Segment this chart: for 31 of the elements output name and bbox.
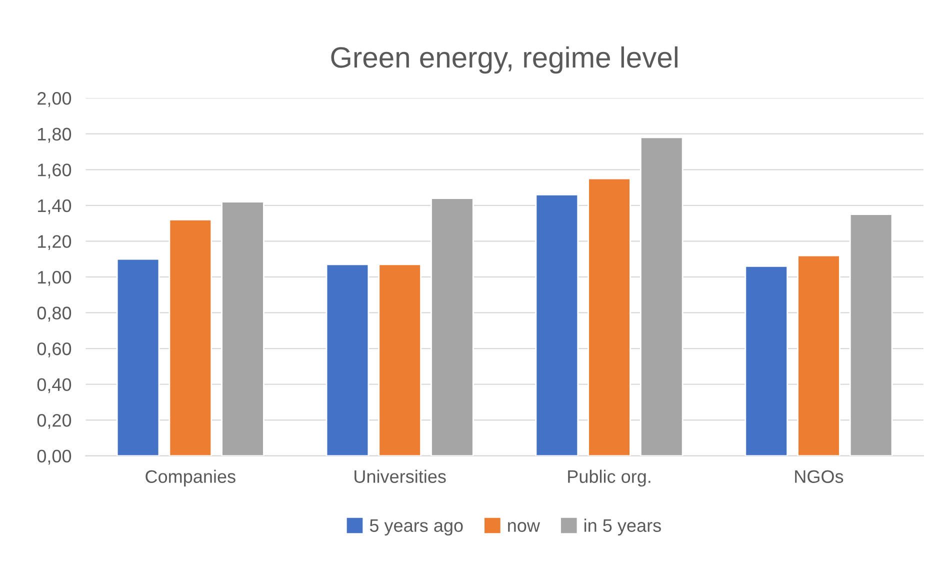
legend-label: now [508, 522, 540, 532]
bar [588, 178, 631, 456]
x-tick-label: Companies [146, 470, 236, 487]
y-tick-label: 1,40 [38, 199, 72, 214]
bar [168, 219, 212, 456]
x-tick-label: Universities [354, 470, 446, 483]
bar [326, 264, 370, 456]
bar [221, 201, 264, 456]
bar [744, 266, 788, 456]
bar [640, 136, 684, 456]
y-tick-label: 1,60 [38, 164, 72, 178]
bar [378, 264, 422, 456]
bar [116, 258, 160, 456]
x-tick-label: NGOs [795, 470, 844, 483]
y-tick-label: 1,20 [38, 235, 72, 250]
y-tick-label: 0,40 [37, 378, 72, 394]
y-tick-label: 0,20 [37, 414, 72, 429]
y-tick-label: 0,80 [37, 306, 72, 322]
chart-title: Green energy, regime level [331, 46, 678, 74]
bar [797, 254, 840, 456]
bar [535, 194, 579, 456]
y-tick-label: 1,00 [38, 270, 72, 286]
legend-label: in 5 years [584, 518, 661, 536]
legend-label: 5 years ago [370, 519, 463, 536]
y-tick-label: 1,80 [38, 128, 72, 143]
bar [430, 198, 474, 456]
y-tick-label: 2,00 [38, 92, 72, 107]
bar [849, 214, 893, 456]
y-tick-label: 0,60 [37, 342, 72, 358]
y-tick-label: 0,00 [37, 450, 72, 465]
x-tick-label: Public org. [568, 470, 650, 487]
